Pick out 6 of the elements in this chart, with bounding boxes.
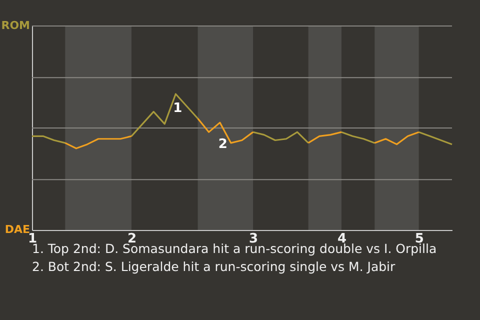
- x-tick-label: 3: [249, 232, 258, 246]
- text: ROM: [1, 19, 30, 32]
- text: DAE: [4, 223, 30, 236]
- annotation: 2: [218, 136, 228, 152]
- annotation: 1: [173, 101, 182, 116]
- text: 2. Bot 2nd: S. Ligeralde hit a run-scoring single vs M. Jabir: [32, 258, 396, 276]
